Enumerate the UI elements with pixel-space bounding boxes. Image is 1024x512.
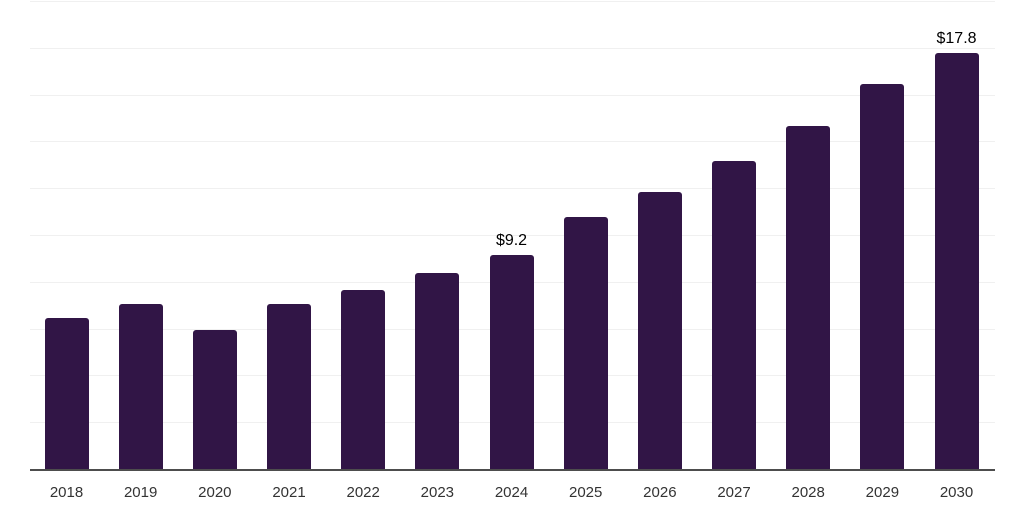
bar-2028 [786, 126, 831, 470]
gridline [30, 47, 995, 49]
bar-2025 [563, 217, 608, 470]
bar-2029 [860, 83, 905, 470]
gridline [30, 188, 995, 190]
x-axis-line [30, 469, 995, 471]
x-axis-label-2029: 2029 [865, 484, 900, 501]
bar-2022 [341, 289, 386, 470]
x-axis-label-2026: 2026 [643, 484, 677, 501]
plot-area: $9.2 $17.8 [30, 1, 995, 471]
bar-2020 [192, 329, 237, 470]
x-axis-label-2019: 2019 [123, 484, 158, 501]
bar-2018 [44, 317, 89, 470]
x-axis-label-2030: 2030 [939, 484, 974, 501]
gridline [30, 1, 995, 2]
bar-2030 [934, 53, 979, 470]
data-label-2024: $9.2 [495, 231, 528, 249]
bar-2024 [489, 254, 534, 470]
gridline [30, 235, 995, 236]
x-axis-label-2022: 2022 [346, 484, 380, 501]
bar-2021 [267, 303, 311, 470]
bar-2023 [415, 273, 460, 470]
gridline [30, 94, 995, 96]
bar-2027 [712, 161, 757, 470]
bar-2026 [637, 191, 682, 470]
gridline [30, 141, 995, 143]
bar-2019 [118, 303, 163, 470]
data-label-2030: $17.8 [936, 30, 977, 48]
x-axis-label-2021: 2021 [272, 484, 306, 501]
x-axis-label-2018: 2018 [49, 484, 84, 501]
x-axis-label-2024: 2024 [494, 484, 529, 501]
x-axis-label-2028: 2028 [791, 484, 825, 501]
x-axis-label-2025: 2025 [569, 484, 603, 501]
x-axis-label-2023: 2023 [420, 484, 455, 501]
x-axis-label-2020: 2020 [198, 484, 232, 501]
x-axis-label-2027: 2027 [717, 484, 751, 501]
